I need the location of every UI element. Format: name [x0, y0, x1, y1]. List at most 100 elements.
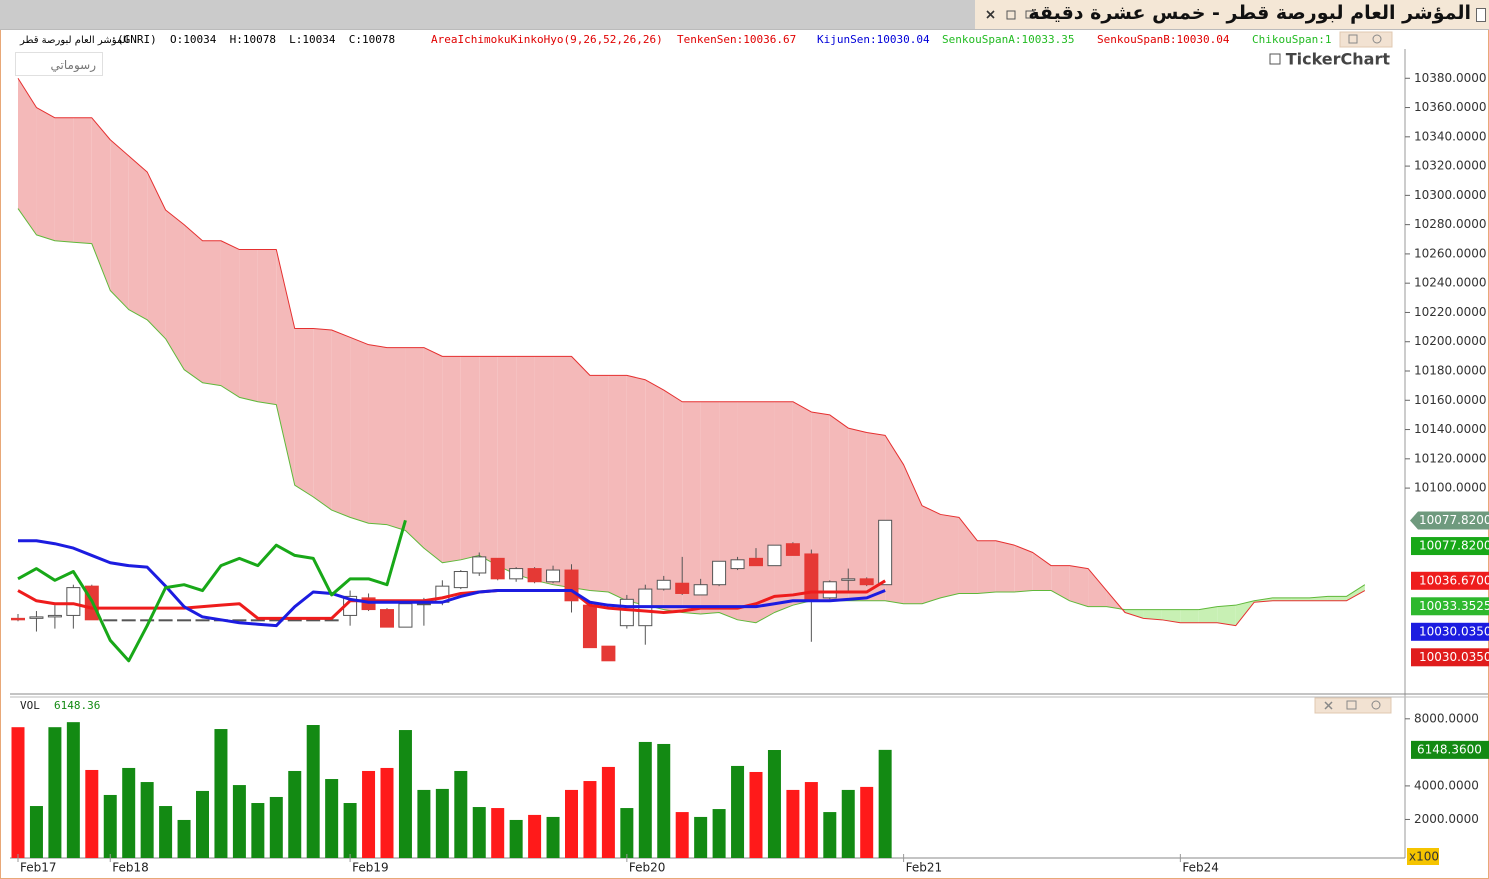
volume-bar [251, 803, 265, 858]
candle-body [675, 582, 690, 594]
cloud-fill [165, 210, 185, 370]
button-box [1314, 697, 1392, 714]
candle-body [416, 603, 431, 606]
y-tick-label: 10300.0000 [1414, 188, 1487, 202]
cloud-fill [1032, 552, 1052, 591]
cloud-fill [276, 249, 295, 486]
candle-body [656, 579, 671, 590]
cloud-fill [442, 356, 461, 563]
info-buttons [1339, 31, 1393, 48]
cloud-fill [350, 337, 369, 524]
title-bar: المؤشر العام لبورصة قطر - خمس عشرة دقيقة [0, 0, 1489, 30]
cloud-fill [553, 356, 572, 588]
y-tick-label: 10160.0000 [1414, 393, 1487, 407]
cloud-fill [1161, 609, 1181, 623]
candle-body [324, 619, 339, 622]
volume-bar [509, 819, 523, 858]
volume-bar [860, 786, 874, 858]
restore-icon[interactable] [1006, 10, 1016, 20]
cloud-fill [1180, 609, 1199, 623]
cloud-fill [1346, 584, 1365, 601]
volume-bar [454, 770, 468, 858]
volume-bar [159, 806, 173, 858]
y-tick-label: 10360.0000 [1414, 100, 1487, 114]
cloud-fill [36, 107, 55, 241]
volume-bar [546, 816, 560, 858]
cloud-fill [1327, 596, 1347, 601]
candle-body [398, 603, 413, 628]
candle-body [380, 609, 394, 628]
y-tick-label: 10140.0000 [1414, 422, 1487, 436]
volume-bar [85, 769, 99, 858]
candle-body [47, 614, 62, 618]
candle-body [693, 584, 708, 596]
cloud-fill [977, 540, 996, 594]
candle-body [177, 619, 192, 622]
cloud-fill [737, 401, 756, 623]
cloud-fill [368, 344, 387, 525]
candle-body [878, 519, 893, 586]
candle-body [11, 617, 25, 621]
cloud-fill [91, 117, 111, 291]
settings-icon[interactable] [1372, 34, 1382, 44]
volume-bar [657, 743, 671, 858]
y-tick-label: 10280.0000 [1414, 217, 1487, 231]
cloud-fill [1014, 545, 1033, 593]
candle-body [121, 619, 136, 622]
candle-body [601, 645, 616, 662]
cloud-fill [995, 540, 1015, 593]
cloud-fill [202, 240, 221, 386]
cloud-fill [460, 356, 480, 560]
volume-bar [565, 789, 578, 858]
detach-icon[interactable] [1025, 10, 1035, 19]
window-controls [986, 10, 1035, 20]
volume-bar [472, 807, 486, 858]
volume-bar [675, 812, 689, 858]
info-text: KijunSen:10030.04 [817, 33, 930, 46]
y-tick-label: 10180.0000 [1414, 364, 1487, 378]
cloud-fill [1198, 606, 1218, 623]
info-line: المؤشر العام لبورصة قطر(GNRI) O:10034 H:… [19, 33, 1331, 46]
cloud-fill [534, 356, 554, 585]
volume-bar [325, 779, 339, 858]
candle-body [730, 559, 745, 570]
volume-bar [694, 816, 708, 858]
x-tick-label: Feb21 [906, 861, 943, 875]
volume-bar [306, 725, 320, 858]
close-icon[interactable] [1324, 701, 1333, 710]
volume-bar [398, 730, 412, 858]
cloud-fill [1272, 597, 1292, 601]
cloud-fill [313, 328, 332, 511]
volume-bar [288, 770, 302, 858]
cloud-fill [423, 347, 443, 563]
candle-body [859, 578, 874, 586]
price-marker [1411, 537, 1489, 556]
price-marker-label: 10030.0350 [1419, 650, 1489, 664]
checkbox[interactable] [1476, 8, 1486, 22]
cloud-fill [405, 347, 424, 549]
candle-body [619, 598, 634, 627]
volume-marker-label: 6148.3600 [1417, 742, 1482, 756]
indicator-line [17, 519, 407, 663]
cloud-fill [903, 464, 923, 604]
y-tick-label: 10320.0000 [1414, 159, 1487, 173]
price-marker [1411, 622, 1489, 641]
drawings-button[interactable]: رسوماتي [15, 52, 103, 76]
y-tick-label: 2000.0000 [1414, 812, 1479, 826]
y-tick-label: 10200.0000 [1414, 334, 1487, 348]
info-text: المؤشر العام لبورصة قطر [19, 35, 129, 46]
maximize-icon[interactable] [1346, 700, 1357, 710]
candle-body [767, 544, 782, 567]
x-tick-label: Feb18 [112, 861, 149, 875]
candle-body [582, 604, 597, 649]
candle-body [822, 581, 837, 599]
settings-icon[interactable] [1371, 700, 1381, 710]
watermark-icon [1269, 53, 1281, 65]
cloud-fill [756, 401, 775, 623]
y-tick-label: 8000.0000 [1414, 711, 1479, 725]
close-icon[interactable] [986, 10, 995, 19]
maximize-icon[interactable] [1348, 34, 1358, 44]
price-marker-label: 10036.6700 [1419, 573, 1489, 587]
volume-bar [601, 766, 615, 858]
